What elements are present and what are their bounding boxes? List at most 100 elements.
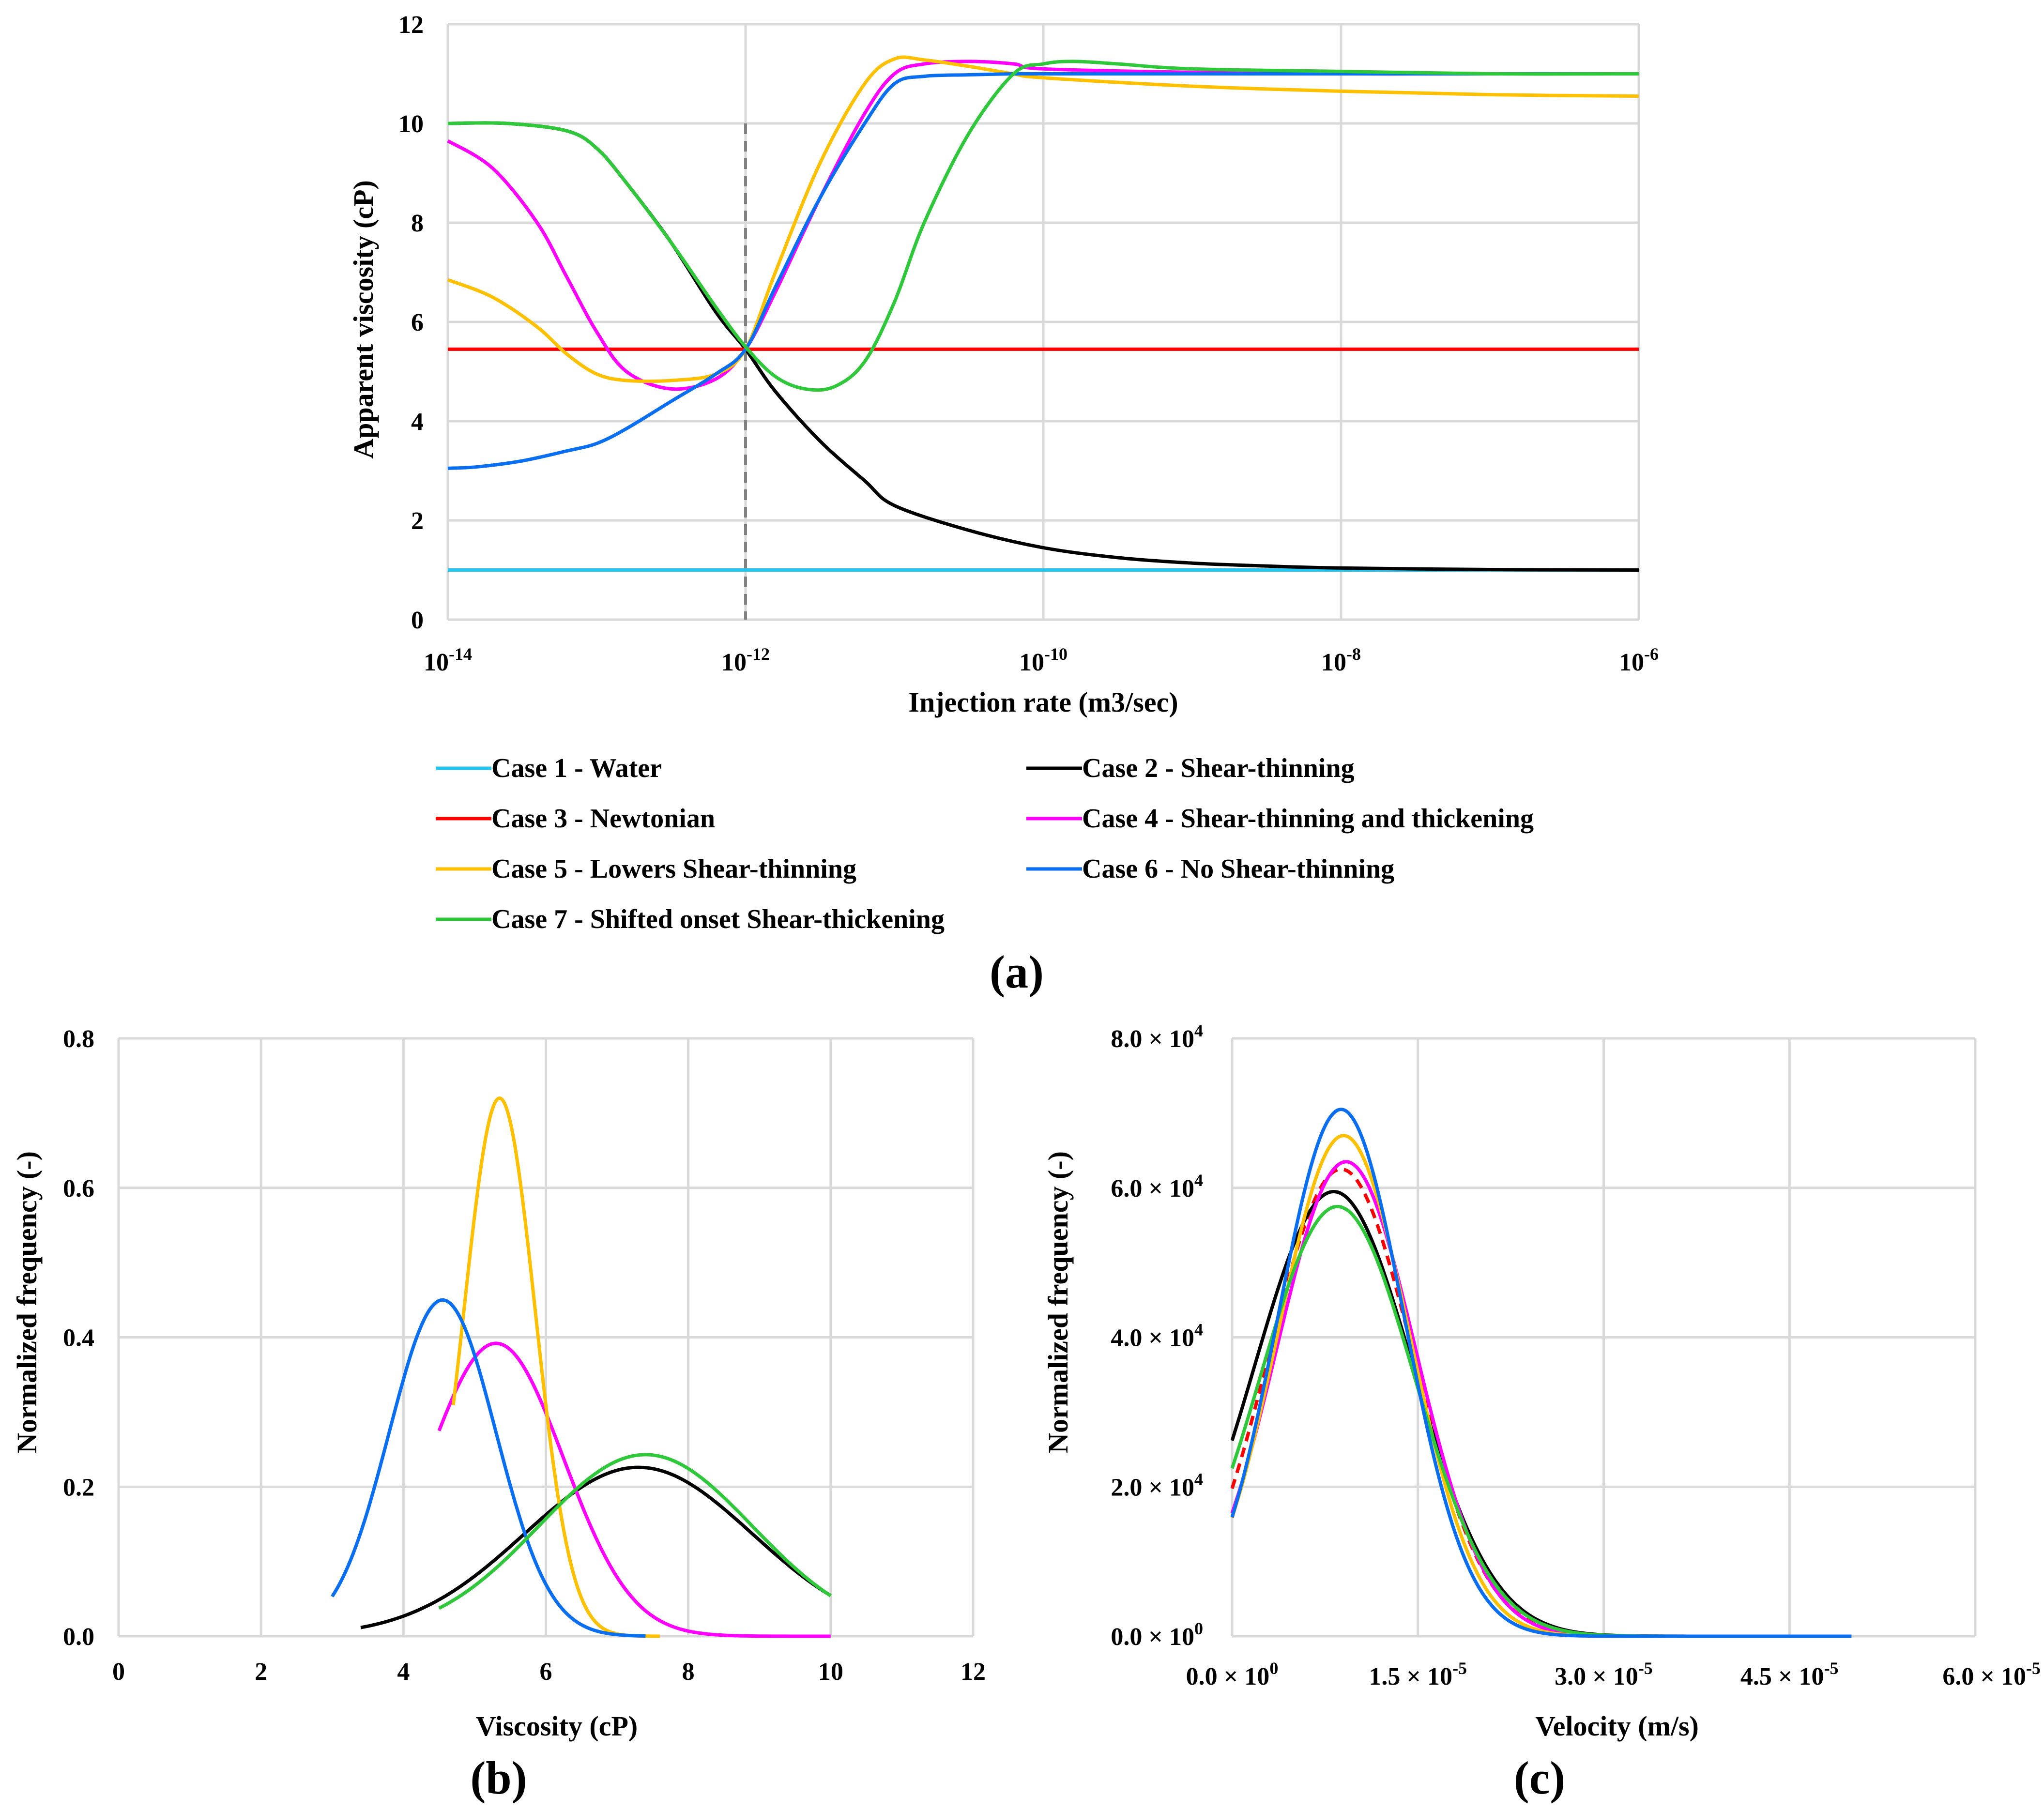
panel-c-y-tick-label: 2.0 × 104	[1111, 1469, 1203, 1501]
panel-c-y-tick-label-base: 6.0 × 10	[1111, 1175, 1194, 1202]
panel-b-x-tick-label: 6	[540, 1658, 552, 1686]
panel-c-series-case-1-water	[1230, 1167, 1852, 1638]
panel-a-y-tick-label: 6	[411, 309, 424, 336]
panel-b-series-case-5-lowers-shear-thinning	[451, 1096, 660, 1638]
panel-c-y-tick-label-exponent: 4	[1194, 1021, 1203, 1040]
panel-a-y-tick-label: 4	[411, 408, 424, 436]
panel-c-x-tick-label-exponent: -5	[1452, 1659, 1467, 1678]
panel-c-series-case-3-newtonian	[1230, 1167, 1852, 1638]
panel-a-x-tick-label: 10-12	[721, 644, 770, 676]
panel-b-y-tick-label: 0.2	[63, 1474, 94, 1501]
panel-c-x-tick-label-base: 1.5 × 10	[1369, 1663, 1452, 1690]
panel-c-y-tick-label: 4.0 × 104	[1111, 1320, 1203, 1352]
panel-a-y-axis-label: Apparent viscosity (cP)	[348, 180, 379, 459]
panel-c-y-axis-label: Normalized frequency (-)	[1042, 1151, 1074, 1453]
panel-c-x-tick-label-exponent: 0	[1269, 1659, 1278, 1678]
panel-a-x-axis-label: Injection rate (m3/sec)	[908, 686, 1178, 718]
panel-a-x-tick-label: 10-14	[424, 644, 472, 676]
panel-b-series	[331, 1096, 832, 1638]
panel-c-label: (c)	[1514, 1752, 1566, 1804]
panel-b-x-ticks: 0 2 4 6 8 10 12	[112, 1658, 986, 1686]
legend-label: Case 5 - Lowers Shear-thinning	[491, 854, 856, 884]
panel-a-y-tick-label: 10	[398, 110, 424, 138]
panel-c-x-tick-label: 3.0 × 10-5	[1555, 1659, 1653, 1690]
panel-c-y-tick-label-exponent: 4	[1194, 1171, 1203, 1190]
panel-c-y-tick-label-base: 2.0 × 10	[1111, 1474, 1194, 1501]
panel-c-x-tick-label: 0.0 × 100	[1186, 1659, 1279, 1690]
legend-item-case-4-shear-thinning-and-thickening: Case 4 - Shear-thinning and thickening	[1026, 804, 1534, 834]
panel-a-y-tick-label: 12	[398, 11, 424, 39]
panel-c-y-tick-label-base: 0.0 × 10	[1111, 1623, 1194, 1651]
panel-b-chart: 0.0 0.2 0.4 0.6 0.8 0 2 4 6 8 10 12 Viscosity (cP)…	[11, 1025, 986, 1742]
panel-b-x-tick-label: 10	[818, 1658, 843, 1686]
panel-b-y-tick-label: 0.4	[63, 1324, 94, 1352]
panel-c-x-tick-label-exponent: -5	[1824, 1659, 1839, 1678]
legend-label: Case 7 - Shifted onset Shear-thickening	[491, 904, 945, 934]
panel-c-x-tick-label-base: 4.5 × 10	[1740, 1663, 1824, 1690]
legend-label: Case 1 - Water	[491, 753, 662, 783]
panel-b-x-tick-label: 12	[961, 1658, 986, 1686]
panel-a-x-tick-label-base: 10	[424, 649, 449, 676]
panel-c-x-tick-label: 1.5 × 10-5	[1369, 1659, 1467, 1690]
legend: Case 1 - Water Case 2 - Shear-thinning Cas…	[436, 753, 1534, 934]
panel-a-series-case-6-no-shear-thinning	[447, 72, 1639, 470]
panel-c-y-tick-label-exponent: 4	[1194, 1320, 1203, 1339]
panel-c-x-tick-label: 6.0 × 10-5	[1942, 1659, 2041, 1690]
panel-a-x-tick-label: 10-8	[1321, 644, 1361, 676]
panel-b-label: (b)	[470, 1752, 527, 1804]
panel-b-series-case-4-shear-thinning-and-thickening	[437, 1341, 831, 1638]
panel-c-y-tick-label-exponent: 0	[1194, 1619, 1203, 1638]
panel-a-x-tick-label-exponent: -6	[1644, 644, 1659, 664]
panel-b-y-ticks: 0.0 0.2 0.4 0.6 0.8	[63, 1025, 94, 1651]
panel-c-x-axis-label: Velocity (m/s)	[1535, 1710, 1699, 1742]
panel-c-x-tick-label-base: 0.0 × 10	[1186, 1663, 1270, 1690]
panel-a-label: (a)	[990, 946, 1044, 998]
panel-c-x-tick-label: 4.5 × 10-5	[1740, 1659, 1839, 1690]
legend-item-case-5-lowers-shear-thinning: Case 5 - Lowers Shear-thinning	[436, 854, 856, 884]
panel-a-x-tick-label: 10-6	[1619, 644, 1659, 676]
panel-a-series-case-5-lowers-shear-thinning	[447, 55, 1639, 383]
panel-c-series-case-7-shifted-onset-shear-thickening	[1230, 1204, 1852, 1638]
panel-b-x-tick-label: 2	[255, 1658, 267, 1686]
panel-c-series	[1230, 1108, 1852, 1638]
panel-c-y-tick-label-base: 8.0 × 10	[1111, 1025, 1194, 1053]
panel-c-grid	[1231, 1037, 1977, 1638]
panel-c-x-tick-label-exponent: -5	[2026, 1659, 2041, 1678]
panel-b-y-tick-label: 0.8	[63, 1025, 94, 1053]
panel-c-x-tick-label-base: 6.0 × 10	[1942, 1663, 2026, 1690]
panel-a-y-tick-label: 2	[411, 507, 424, 535]
panel-c-y-tick-label: 0.0 × 100	[1111, 1619, 1203, 1651]
panel-a-x-tick-label-exponent: -8	[1346, 644, 1361, 664]
panel-a-grid	[446, 23, 1640, 621]
panel-b-x-tick-label: 4	[397, 1658, 410, 1686]
panel-b-y-axis-label: Normalized frequency (-)	[11, 1151, 43, 1453]
legend-item-case-2-shear-thinning: Case 2 - Shear-thinning	[1026, 753, 1355, 783]
panel-c-series-case-6-no-shear-thinning	[1230, 1108, 1852, 1638]
panel-a-series-case-7-shifted-onset-shear-thickening	[447, 60, 1639, 392]
panel-c-series-case-4-shear-thinning-and-thickening	[1230, 1160, 1852, 1638]
panel-a-x-tick-label: 10-10	[1019, 644, 1068, 676]
panel-a-x-tick-label-base: 10	[721, 649, 747, 676]
panel-b-x-axis-label: Viscosity (cP)	[476, 1710, 638, 1742]
panel-a-y-tick-label: 8	[411, 210, 424, 237]
panel-c-y-tick-label: 6.0 × 104	[1111, 1171, 1203, 1202]
panel-c-y-tick-label-base: 4.0 × 10	[1111, 1324, 1194, 1352]
panel-c-x-tick-label-base: 3.0 × 10	[1555, 1663, 1638, 1690]
panel-b-y-tick-label: 0.0	[63, 1623, 94, 1651]
panel-b-series-case-7-shifted-onset-shear-thickening	[438, 1453, 832, 1610]
panel-a-x-tick-label-base: 10	[1321, 649, 1346, 676]
legend-label: Case 4 - Shear-thinning and thickening	[1082, 804, 1534, 834]
legend-item-case-1-water: Case 1 - Water	[436, 753, 662, 783]
panel-a-series	[447, 55, 1639, 620]
legend-label: Case 3 - Newtonian	[491, 804, 715, 834]
legend-label: Case 2 - Shear-thinning	[1082, 753, 1355, 783]
panel-c-y-tick-label-exponent: 4	[1194, 1469, 1203, 1489]
panel-a-x-ticks: 10-14 10-12 10-10 10-8 10-6	[424, 644, 1659, 676]
legend-item-case-6-no-shear-thinning: Case 6 - No Shear-thinning	[1026, 854, 1394, 884]
panel-c-y-tick-label: 8.0 × 104	[1111, 1021, 1203, 1053]
legend-item-case-3-newtonian: Case 3 - Newtonian	[436, 804, 715, 834]
legend-item-case-7-shifted-onset-shear-thickening: Case 7 - Shifted onset Shear-thickening	[436, 904, 945, 934]
